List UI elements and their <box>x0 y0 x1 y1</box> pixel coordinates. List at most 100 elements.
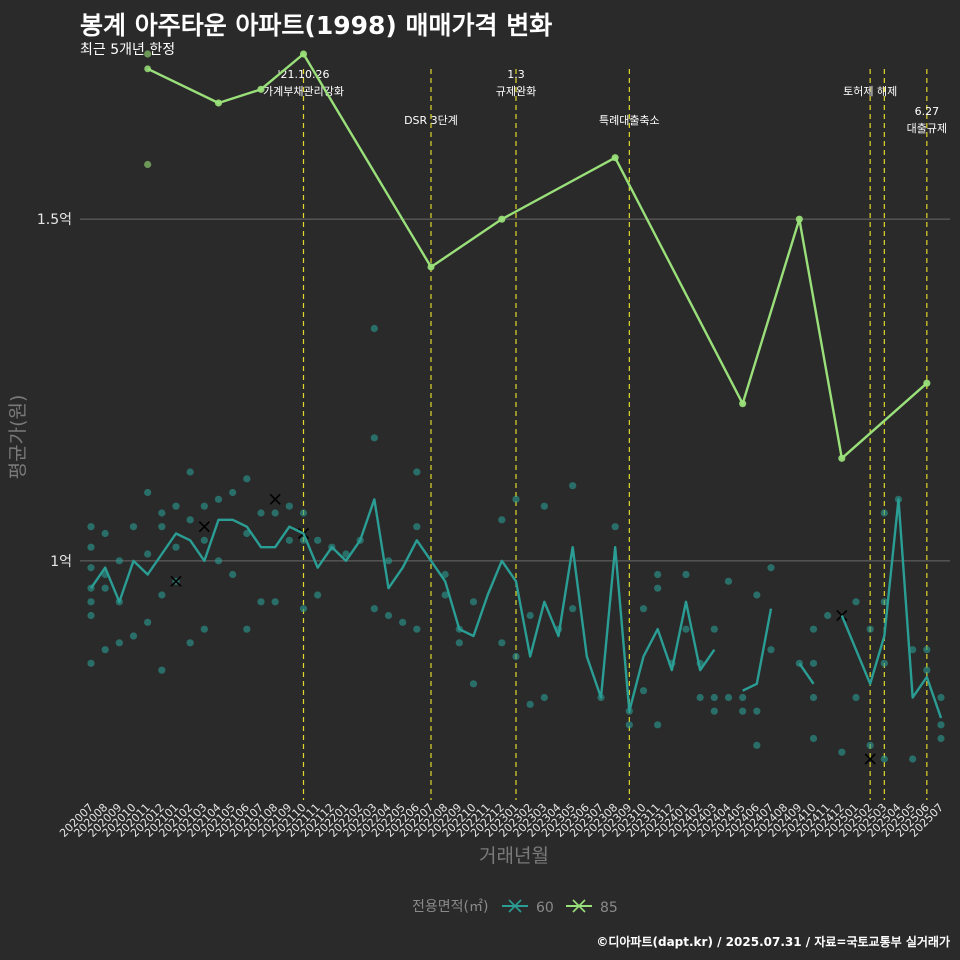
data-point-60 <box>540 502 548 510</box>
data-point-60 <box>158 509 166 517</box>
data-point-60 <box>682 570 690 579</box>
data-point-60 <box>469 680 478 688</box>
data-point-60 <box>87 598 95 606</box>
line-vertex-85 <box>611 154 619 162</box>
data-point-60 <box>229 570 237 579</box>
y-tick-label: 1억 <box>50 554 72 570</box>
data-point-60 <box>441 591 449 599</box>
event-label: 6.27 <box>915 105 940 118</box>
data-point-60 <box>540 693 548 702</box>
data-point-60 <box>299 605 308 613</box>
data-point-60 <box>512 495 520 503</box>
legend-item-85: 85 <box>566 899 618 916</box>
data-point-60 <box>186 516 194 524</box>
series-line-60 <box>840 498 943 719</box>
data-point-60 <box>838 748 846 756</box>
data-point-60 <box>724 577 733 585</box>
y-axis-label: 평균가(원) <box>7 395 29 480</box>
legend-items: 60 85 <box>502 899 618 916</box>
data-point-60 <box>909 755 917 763</box>
data-point-60 <box>526 700 534 708</box>
event-label: 규제완화 <box>496 85 536 98</box>
legend-swatch-cross <box>508 899 522 913</box>
data-point-60 <box>87 659 95 667</box>
data-point-60 <box>512 652 520 661</box>
data-point-60 <box>937 721 945 729</box>
data-point-60 <box>498 639 506 647</box>
data-point-60 <box>129 632 138 640</box>
data-point-60 <box>569 482 577 490</box>
data-point-60 <box>923 666 931 674</box>
data-point-60 <box>158 666 166 674</box>
data-point-60 <box>880 755 888 763</box>
data-point-60 <box>880 659 888 667</box>
cross-stroke <box>170 575 182 587</box>
line-vertex-85 <box>795 215 803 223</box>
legend: 전용면적(㎡) 60 85 <box>412 899 618 916</box>
data-point-60 <box>271 509 279 517</box>
data-point-60 <box>101 584 109 592</box>
data-point-60 <box>115 557 123 565</box>
data-point-60 <box>739 707 747 715</box>
data-point-60 <box>87 611 95 620</box>
line-vertex-85 <box>498 215 506 223</box>
cross-stroke <box>198 521 210 533</box>
data-point-60 <box>257 509 265 517</box>
event-label: 대출규제 <box>907 122 947 135</box>
data-point-60 <box>739 693 747 702</box>
data-point-60 <box>866 741 874 749</box>
data-point-60 <box>526 611 534 620</box>
data-point-60 <box>257 598 265 606</box>
data-point-60 <box>243 475 251 483</box>
cross-stroke <box>269 493 281 505</box>
cross-stroke <box>864 753 876 765</box>
data-point-60 <box>413 523 421 531</box>
data-point-60 <box>285 502 293 510</box>
chart-subtitle: 최근 5개년 한정 <box>80 42 176 58</box>
data-point-60 <box>611 523 619 531</box>
legend-item-60: 60 <box>502 899 554 916</box>
y-tick-label: 1.5억 <box>37 212 72 228</box>
data-point-60 <box>809 659 818 667</box>
point-layer <box>87 50 945 765</box>
data-point-60 <box>384 611 393 620</box>
data-point-60 <box>87 543 95 551</box>
data-point-60 <box>710 693 718 702</box>
data-point-60 <box>243 529 251 538</box>
legend-swatch-cross <box>572 899 586 913</box>
data-point-60 <box>101 646 109 654</box>
line-vertex-85 <box>427 263 435 271</box>
data-point-60 <box>144 550 152 558</box>
data-point-60 <box>809 625 818 633</box>
cross-marker-60 <box>198 521 210 533</box>
data-point-60 <box>413 468 421 476</box>
data-point-60 <box>654 584 662 592</box>
data-point-60 <box>243 625 251 633</box>
data-point-60 <box>200 625 208 633</box>
data-point-60 <box>314 591 322 599</box>
data-point-60 <box>186 468 194 476</box>
data-point-60 <box>654 570 662 579</box>
data-point-60 <box>342 550 350 558</box>
data-point-60 <box>753 591 761 599</box>
data-point-85 <box>144 160 152 169</box>
data-point-60 <box>186 639 194 647</box>
data-point-60 <box>87 523 95 531</box>
cross-marker-60 <box>864 753 876 765</box>
data-point-60 <box>172 543 180 551</box>
data-point-60 <box>724 693 733 702</box>
data-point-60 <box>937 693 945 702</box>
data-point-60 <box>200 536 208 544</box>
data-point-60 <box>767 564 775 572</box>
data-point-60 <box>229 488 237 497</box>
data-point-60 <box>144 488 152 497</box>
source-caption: ©디아파트(dapt.kr) / 2025.07.31 / 자료=국토교통부 실… <box>596 935 950 949</box>
data-point-60 <box>144 618 152 626</box>
data-point-60 <box>809 734 818 743</box>
line-vertex-85 <box>838 454 846 462</box>
data-point-60 <box>384 557 393 565</box>
data-point-60 <box>880 509 888 517</box>
data-point-60 <box>753 741 761 749</box>
data-point-60 <box>214 495 223 503</box>
data-point-60 <box>299 509 308 517</box>
